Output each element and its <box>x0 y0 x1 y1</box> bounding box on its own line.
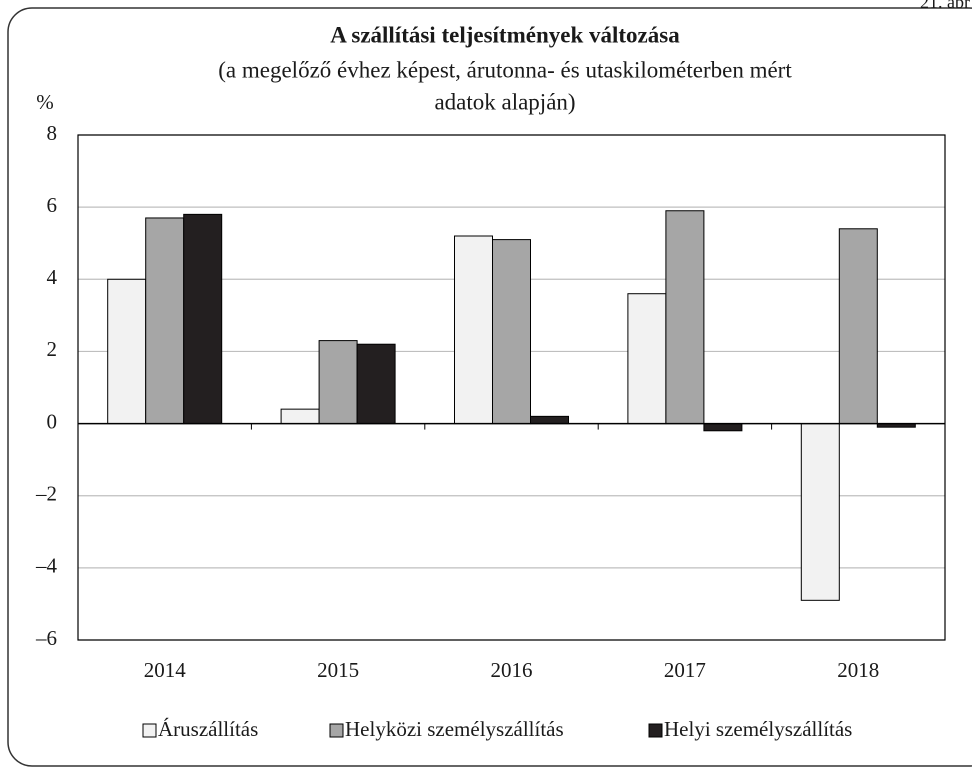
y-tick-label: 0 <box>47 409 58 433</box>
bar <box>356 343 396 425</box>
frame <box>7 7 972 767</box>
chart-subtitle: (a megelőző évhez képest, árutonna- és u… <box>218 57 792 82</box>
bar <box>183 213 223 425</box>
plot-border <box>77 134 946 641</box>
y-tick-label: 4 <box>47 265 58 289</box>
bar <box>800 423 840 601</box>
bar <box>107 278 147 425</box>
x-tick-label: 2016 <box>491 658 533 682</box>
legend-swatch <box>648 723 663 738</box>
y-tick-label: –2 <box>35 482 57 506</box>
y-tick-label: 6 <box>47 193 58 217</box>
legend-label: Helyközi személyszállítás <box>345 717 564 741</box>
bar <box>627 293 667 425</box>
bar <box>703 423 743 432</box>
y-unit: % <box>36 90 54 114</box>
y-tick-label: –4 <box>35 554 58 578</box>
figure-label: 21. ábr <box>920 0 970 12</box>
legend-label: Helyi személyszállítás <box>664 717 852 741</box>
legend-swatch <box>329 723 344 738</box>
bar <box>318 340 358 425</box>
bar <box>280 408 320 425</box>
chart-title: A szállítási teljesítmények változása <box>330 22 680 47</box>
bar <box>145 217 185 425</box>
legend-label: Áruszállítás <box>158 717 258 741</box>
bar <box>492 239 531 425</box>
y-tick-label: 2 <box>47 337 58 361</box>
bar <box>838 228 878 425</box>
bar <box>530 415 569 425</box>
x-tick-label: 2017 <box>664 658 706 682</box>
y-tick-label: –6 <box>35 626 57 650</box>
chart-subtitle: adatok alapján) <box>434 89 575 114</box>
y-tick-label: 8 <box>47 121 58 145</box>
x-tick-label: 2014 <box>144 658 187 682</box>
bar <box>665 210 705 425</box>
bar <box>454 235 493 425</box>
x-tick-label: 2018 <box>837 658 879 682</box>
x-tick-label: 2015 <box>317 658 359 682</box>
legend-swatch <box>142 723 157 738</box>
